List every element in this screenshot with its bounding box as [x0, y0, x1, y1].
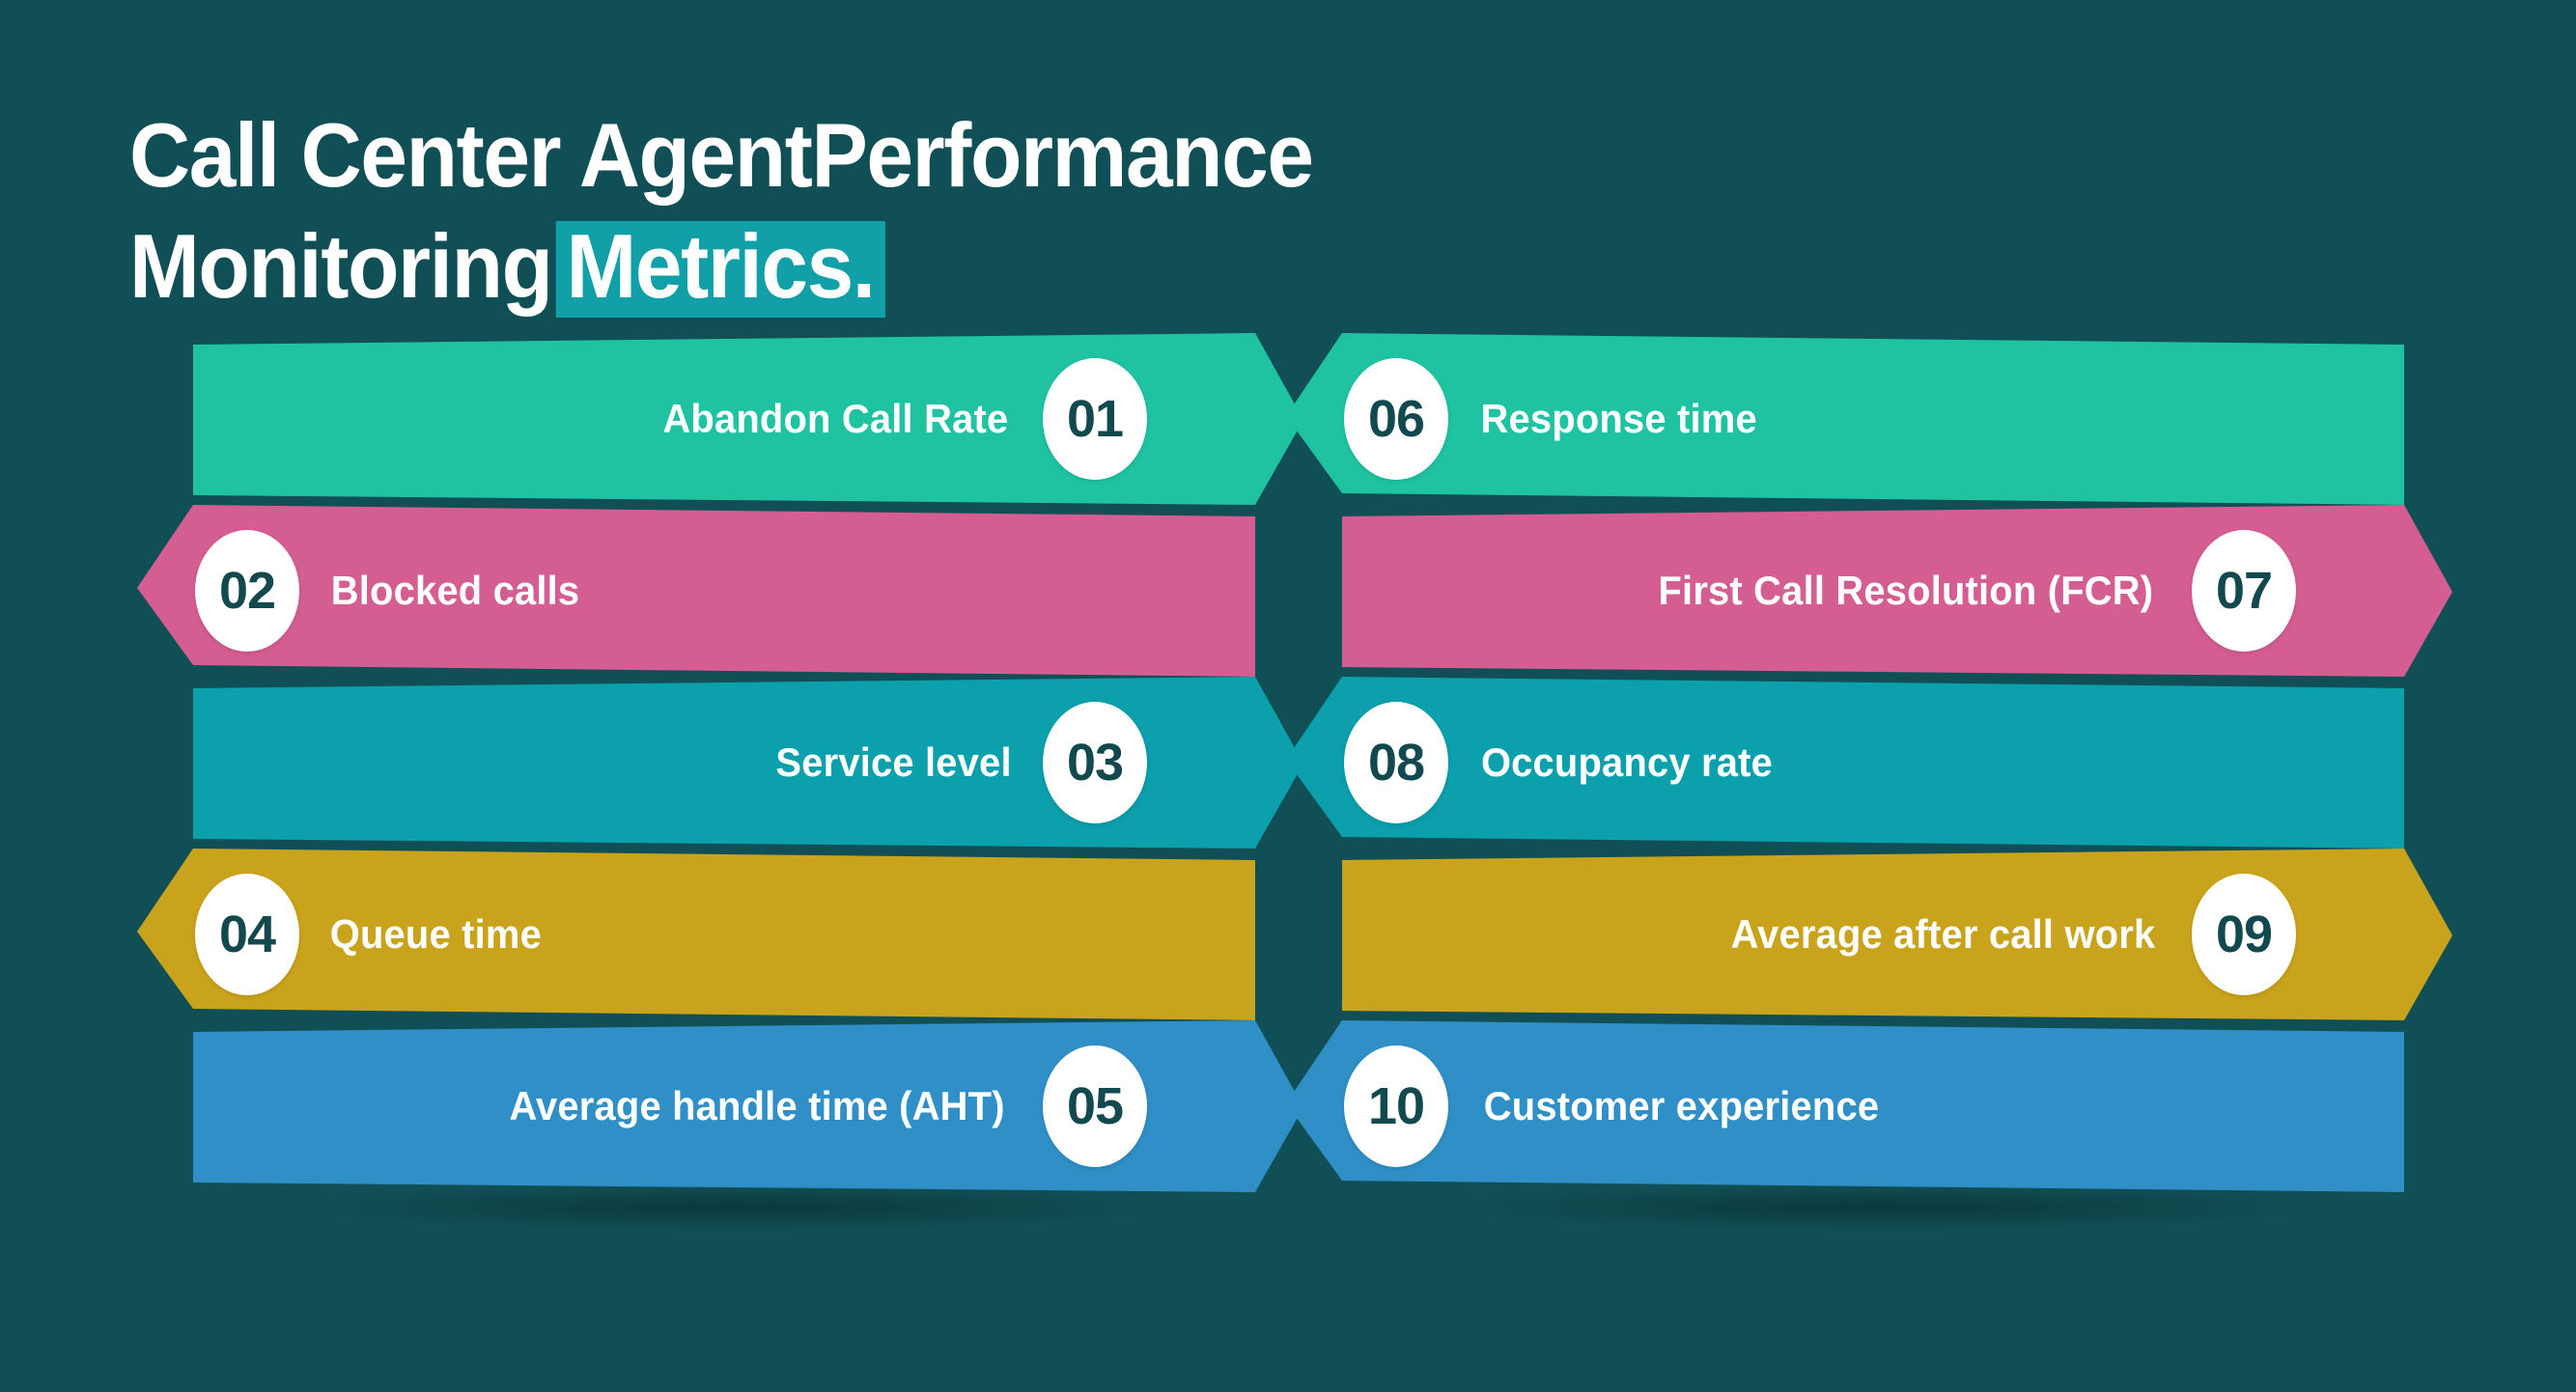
metric-label-08: Occupancy rate	[1480, 739, 1774, 785]
metric-number-badge-04: 04	[195, 874, 299, 995]
metric-row-08[interactable]: 08 Occupancy rate	[1286, 677, 2404, 849]
metrics-column-right: 06 Response time First Call Resolution (…	[1286, 0, 2481, 1392]
metric-number-badge-07: 07	[2192, 530, 2296, 652]
title-line-2: Monitoring Metrics.	[129, 210, 1674, 321]
metric-number-09: 09	[2215, 905, 2273, 963]
metric-label-02: Blocked calls	[330, 568, 580, 613]
metric-number-badge-06: 06	[1344, 358, 1448, 480]
ribbon-shape-01	[183, 333, 1303, 505]
row-content-06: 06 Response time	[1344, 333, 1764, 505]
ribbon-polygon	[1286, 677, 2404, 849]
metric-number-badge-01: 01	[1043, 358, 1147, 480]
ribbon-polygon	[1342, 505, 2452, 677]
metric-number-badge-09: 09	[2192, 874, 2296, 995]
metric-row-02[interactable]: 02 Blocked calls	[137, 505, 1255, 677]
page-title: Call Center AgentPerformance Monitoring M…	[129, 99, 1790, 321]
metric-number-01: 01	[1066, 390, 1124, 448]
ribbon-polygon	[1286, 1020, 2404, 1192]
ribbon-polygon	[193, 333, 1303, 505]
metric-label-09: Average after call work	[1730, 911, 2156, 957]
row-content-08: 08 Occupancy rate	[1344, 677, 1780, 849]
metrics-column-left: Abandon Call Rate 01 02 Blocked calls	[137, 0, 1332, 1392]
row-content-10: 10 Customer experience	[1344, 1020, 1890, 1192]
ribbon-polygon	[193, 1020, 1303, 1192]
ribbon-shape-05	[183, 1020, 1303, 1192]
ribbon-shape-08	[1286, 677, 2404, 849]
ribbon-polygon	[1342, 849, 2452, 1020]
metric-row-10[interactable]: 10 Customer experience	[1286, 1020, 2404, 1192]
metric-number-10: 10	[1367, 1077, 1425, 1135]
metric-number-badge-02: 02	[195, 530, 299, 652]
metric-number-07: 07	[2215, 562, 2273, 620]
row-content-02: 02 Blocked calls	[195, 505, 586, 677]
title-line-2-prefix: Monitoring	[129, 215, 553, 317]
row-content-05: Average handle time (AHT) 05	[496, 1020, 1147, 1192]
metric-number-03: 03	[1066, 734, 1124, 792]
ribbon-polygon	[1286, 333, 2404, 505]
metric-number-06: 06	[1367, 390, 1425, 448]
row-content-09: Average after call work 09	[1720, 849, 2296, 1020]
title-line-1: Call Center AgentPerformance	[129, 104, 1314, 206]
metric-row-07[interactable]: First Call Resolution (FCR) 07	[1332, 505, 2452, 677]
metric-number-08: 08	[1367, 734, 1425, 792]
row-content-04: 04 Queue time	[195, 849, 547, 1020]
metric-label-07: First Call Resolution (FCR)	[1658, 568, 2154, 613]
metric-row-04[interactable]: 04 Queue time	[137, 849, 1255, 1020]
ribbon-shape-02	[137, 505, 1255, 677]
metric-label-03: Service level	[775, 739, 1012, 785]
metric-label-06: Response time	[1480, 396, 1757, 441]
ribbon-shape-03	[183, 677, 1303, 849]
ribbon-shape-09	[1332, 849, 2452, 1020]
ribbon-shape-06	[1286, 333, 2404, 505]
metric-number-badge-08: 08	[1344, 702, 1448, 823]
metric-number-05: 05	[1066, 1077, 1124, 1135]
row-content-07: First Call Resolution (FCR) 07	[1645, 505, 2296, 677]
metric-number-badge-03: 03	[1043, 702, 1147, 823]
metric-label-05: Average handle time (AHT)	[509, 1083, 1005, 1128]
ribbon-shape-04	[137, 849, 1255, 1020]
metric-label-01: Abandon Call Rate	[662, 396, 1009, 441]
metric-row-09[interactable]: Average after call work 09	[1332, 849, 2452, 1020]
title-highlight: Metrics.	[555, 221, 885, 318]
metric-number-02: 02	[218, 562, 276, 620]
metric-label-04: Queue time	[329, 911, 542, 957]
metric-row-03[interactable]: Service level 03	[183, 677, 1303, 849]
ribbon-shape-10	[1286, 1020, 2404, 1192]
ribbon-polygon	[137, 849, 1255, 1020]
ribbon-polygon	[193, 677, 1303, 849]
metric-row-01[interactable]: Abandon Call Rate 01	[183, 333, 1303, 505]
ribbon-polygon	[137, 505, 1255, 677]
metric-number-badge-05: 05	[1043, 1045, 1147, 1167]
row-content-03: Service level 03	[770, 677, 1147, 849]
metric-number-badge-10: 10	[1344, 1045, 1448, 1167]
metric-number-04: 04	[218, 905, 276, 963]
row-content-01: Abandon Call Rate 01	[654, 333, 1147, 505]
metric-row-06[interactable]: 06 Response time	[1286, 333, 2404, 505]
metric-row-05[interactable]: Average handle time (AHT) 05	[183, 1020, 1303, 1192]
metric-label-10: Customer experience	[1483, 1083, 1880, 1128]
ribbon-shape-07	[1332, 505, 2452, 677]
